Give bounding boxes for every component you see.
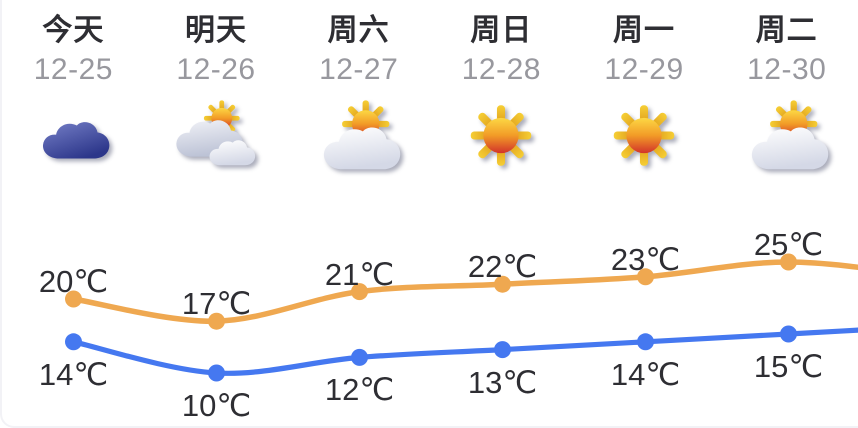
low-temp-label: 14℃ <box>610 356 681 392</box>
high-temp-point <box>65 290 82 308</box>
day-date-label: 12-25 <box>33 53 113 86</box>
temperature-trend-chart: 20℃ 17℃ 21℃ 22℃ 23℃ 25℃ 14℃ 10℃ 12℃ 13℃ 14℃ 15℃ <box>2 198 858 426</box>
day-name-label: 明天 <box>185 14 247 47</box>
high-temp-label: 17℃ <box>181 286 252 322</box>
high-temp-point <box>351 283 368 301</box>
low-temp-point <box>494 341 511 359</box>
day-name-label: 今天 <box>42 14 105 47</box>
day-name-label: 周二 <box>755 14 818 47</box>
overcast-icon <box>2 88 145 184</box>
high-temp-label: 22℃ <box>467 249 538 285</box>
low-temp-label: 10℃ <box>181 388 252 423</box>
high-temp-label: 21℃ <box>324 256 395 292</box>
low-temp-point <box>65 333 82 351</box>
sunny-icon <box>430 88 573 184</box>
low-temp-label: 15℃ <box>753 349 824 384</box>
forecast-day-column[interactable]: 周六 12-27 <box>287 10 430 184</box>
forecast-day-column[interactable]: 周二 12-30 <box>715 10 858 184</box>
forecast-day-column[interactable]: 明天 12-26 <box>145 10 288 184</box>
sun-behind-cloud-icon <box>287 88 430 184</box>
high-temp-point <box>208 312 225 330</box>
low-temp-point <box>208 364 225 382</box>
low-temp-label: 12℃ <box>324 372 395 408</box>
low-temp-label: 13℃ <box>467 364 538 400</box>
sunny-icon <box>573 88 716 184</box>
low-temp-line <box>70 327 858 376</box>
high-temp-point <box>780 253 797 271</box>
low-temp-point <box>780 325 797 343</box>
day-name-label: 周六 <box>327 14 390 47</box>
day-name-label: 周一 <box>613 14 676 47</box>
sun-behind-cloud-icon <box>715 88 858 184</box>
high-temp-label: 25℃ <box>753 227 824 262</box>
low-temp-point <box>351 348 368 366</box>
forecast-day-column[interactable]: 周日 12-28 <box>430 10 573 184</box>
forecast-days-row: 今天 12-25 明天 12-26 周六 12-27 周日 12-28 周一 1… <box>2 0 858 184</box>
sun-behind-two-clouds-icon <box>145 88 288 184</box>
day-date-label: 12-27 <box>319 53 399 86</box>
high-temp-label: 23℃ <box>610 241 681 277</box>
forecast-day-column[interactable]: 今天 12-25 <box>2 10 145 184</box>
day-date-label: 12-26 <box>176 53 256 86</box>
low-temp-point <box>637 333 654 351</box>
high-temp-point <box>494 275 511 293</box>
forecast-day-column[interactable]: 周一 12-29 <box>573 10 716 184</box>
day-name-label: 周日 <box>470 14 533 47</box>
day-date-label: 12-28 <box>461 53 541 86</box>
high-temp-label: 20℃ <box>38 264 109 299</box>
high-temp-point <box>637 268 654 286</box>
low-temp-label: 14℃ <box>38 356 109 392</box>
day-date-label: 12-29 <box>604 53 684 86</box>
day-date-label: 12-30 <box>747 53 827 86</box>
temperature-lines-svg <box>65 253 858 382</box>
